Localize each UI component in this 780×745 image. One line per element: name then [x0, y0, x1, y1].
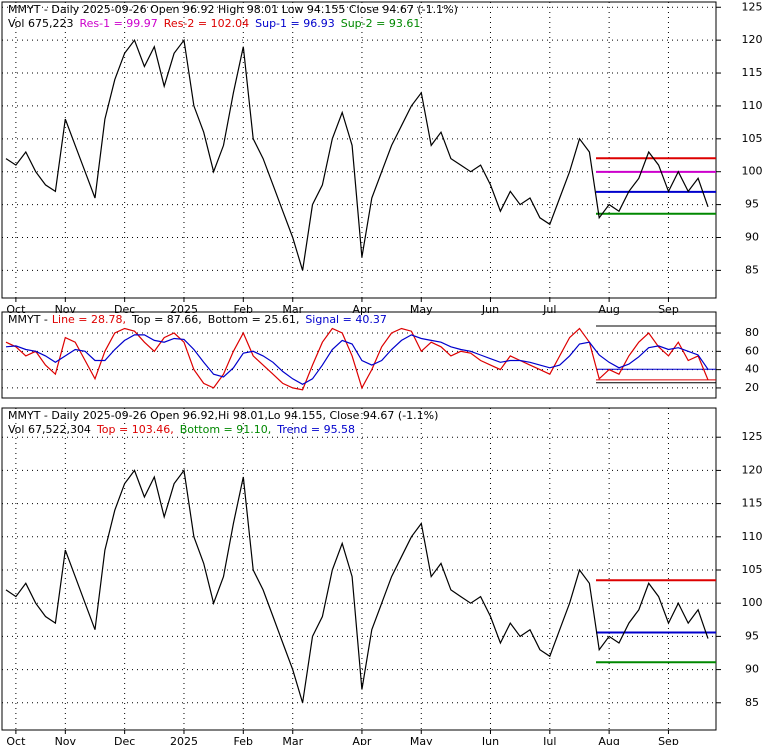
x-tick-label: Mar: [282, 735, 303, 745]
panel-title: MMYT -: [8, 313, 48, 326]
x-tick-label: 2025: [170, 303, 198, 316]
y-tick-label: 105: [742, 132, 763, 145]
legend-entry: Vol 67,522,304: [8, 423, 91, 436]
y-tick-label: 60: [745, 344, 759, 357]
price-line: [5, 334, 709, 385]
y-tick-label: 100: [742, 596, 763, 609]
x-tick-label: Dec: [114, 303, 135, 316]
x-tick-label: Jul: [542, 303, 556, 316]
x-tick-label: May: [410, 303, 433, 316]
panel-frame: [1, 407, 717, 731]
panel-frame: [1, 1, 717, 299]
y-tick-label: 20: [745, 381, 759, 394]
y-tick-label: 95: [745, 629, 759, 642]
legend-entry: Sup-1 = 96.93: [255, 17, 335, 30]
x-tick-label: Oct: [6, 735, 26, 745]
x-tick-label: Sep: [658, 735, 679, 745]
legend-entry: Top = 103.46,: [96, 423, 174, 436]
price-line: [5, 327, 709, 391]
x-tick-label: Aug: [598, 303, 619, 316]
x-tick-label: Jun: [481, 735, 499, 745]
x-tick-label: Apr: [352, 735, 372, 745]
y-tick-label: 85: [745, 263, 759, 276]
x-tick-label: Feb: [234, 735, 253, 745]
legend-entry: Vol 675,223: [8, 17, 73, 30]
y-tick-label: 95: [745, 198, 759, 211]
x-tick-label: Nov: [55, 735, 77, 745]
x-tick-label: Aug: [598, 735, 619, 745]
legend-entry: Bottom = 91.10,: [180, 423, 272, 436]
legend-entry: Trend = 95.58: [276, 423, 355, 436]
legend-entry: Line = 28.78,: [52, 313, 126, 326]
y-tick-label: 120: [742, 33, 763, 46]
price-line: [5, 468, 709, 703]
y-tick-label: 40: [745, 363, 759, 376]
y-tick-label: 125: [742, 0, 763, 13]
x-tick-label: Jul: [542, 735, 556, 745]
legend-entry: Top = 87.66,: [131, 313, 202, 326]
x-tick-label: Dec: [114, 735, 135, 745]
y-tick-label: 115: [742, 66, 763, 79]
x-tick-label: May: [410, 735, 433, 745]
x-tick-label: Feb: [234, 303, 253, 316]
legend-entry: Bottom = 25.61,: [208, 313, 300, 326]
y-tick-label: 85: [745, 696, 759, 709]
y-tick-label: 110: [742, 99, 763, 112]
x-tick-label: Sep: [658, 303, 679, 316]
y-tick-label: 120: [742, 463, 763, 476]
y-tick-label: 80: [745, 326, 759, 339]
x-tick-label: Nov: [55, 303, 77, 316]
x-tick-label: Jun: [481, 303, 499, 316]
y-tick-label: 90: [745, 230, 759, 243]
y-tick-label: 100: [742, 165, 763, 178]
panel-title: MMYT - Daily 2025-09-26 Open 96.92 High …: [8, 3, 458, 16]
legend-entry: Res-2 = 102.04: [164, 17, 249, 30]
y-tick-label: 125: [742, 430, 763, 443]
legend-entry: Signal = 40.37: [305, 313, 387, 326]
y-tick-label: 105: [742, 563, 763, 576]
x-tick-label: Oct: [6, 303, 26, 316]
x-tick-label: 2025: [170, 735, 198, 745]
legend-entry: Sup-2 = 93.61: [341, 17, 421, 30]
panel-frame: [1, 311, 717, 399]
price-line: [5, 38, 709, 271]
panel-title: MMYT - Daily 2025-09-26 Open 96.92,Hi 98…: [8, 409, 438, 422]
legend-entry: Res-1 = 99.97: [79, 17, 157, 30]
x-tick-label: Mar: [282, 303, 303, 316]
y-tick-label: 110: [742, 530, 763, 543]
y-tick-label: 90: [745, 663, 759, 676]
x-tick-label: Apr: [352, 303, 372, 316]
y-tick-label: 115: [742, 497, 763, 510]
